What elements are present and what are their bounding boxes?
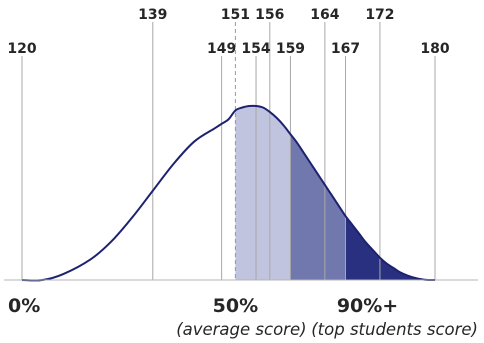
tick-label-120: 120 bbox=[7, 41, 36, 57]
tick-label-156: 156 bbox=[255, 7, 284, 23]
percentile-label-0: 0% bbox=[8, 295, 40, 317]
tick-label-167: 167 bbox=[331, 41, 360, 57]
region-151-159 bbox=[235, 106, 291, 280]
tick-label-154: 154 bbox=[241, 41, 270, 57]
score-gridlines bbox=[21, 22, 436, 280]
lower-tick-labels: 120 149 154 159 167 180 bbox=[7, 41, 449, 57]
tick-label-164: 164 bbox=[310, 7, 339, 23]
top-students-note: (top students score) bbox=[311, 320, 478, 339]
region-167-180 bbox=[345, 216, 435, 280]
region-159-167 bbox=[290, 134, 346, 280]
tick-label-172: 172 bbox=[365, 7, 394, 23]
distribution-curve bbox=[21, 104, 436, 282]
average-score-note: (average score) bbox=[176, 320, 306, 339]
upper-tick-labels: 139 151 156 164 172 bbox=[138, 7, 394, 23]
tick-label-180: 180 bbox=[420, 41, 449, 57]
tick-label-149: 149 bbox=[207, 41, 236, 57]
tick-label-159: 159 bbox=[276, 41, 305, 57]
percentile-label-50: 50% bbox=[213, 295, 258, 317]
shaded-regions bbox=[235, 106, 435, 280]
tick-label-139: 139 bbox=[138, 7, 167, 23]
tick-label-151: 151 bbox=[221, 7, 250, 23]
percentile-label-90: 90%+ bbox=[337, 295, 398, 317]
